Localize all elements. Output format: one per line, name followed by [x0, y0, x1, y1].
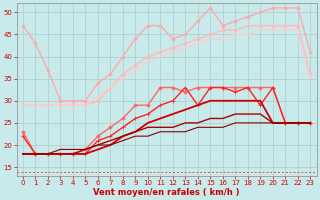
X-axis label: Vent moyen/en rafales ( km/h ): Vent moyen/en rafales ( km/h ) [93, 188, 240, 197]
